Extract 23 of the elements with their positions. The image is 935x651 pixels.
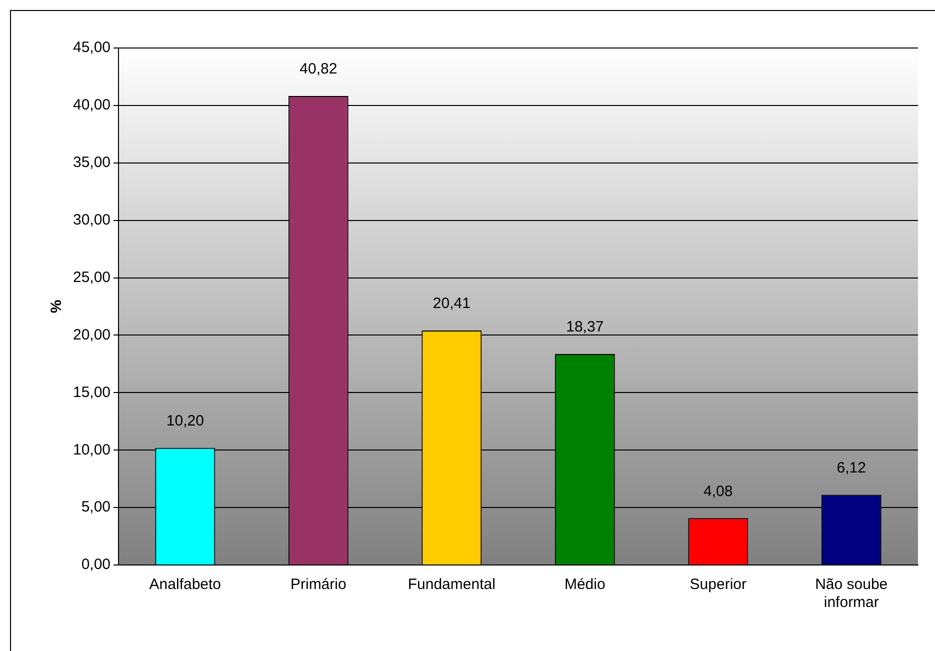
y-axis-title: % [48, 300, 66, 314]
y-tick-label: 20,00 [72, 326, 111, 344]
y-tick-label: 10,00 [72, 441, 111, 458]
x-tick-label: Fundamental [408, 576, 496, 594]
x-tick-label: Superior [690, 576, 746, 594]
y-tick-label: 15,00 [72, 384, 111, 401]
y-tick-label: 45,00 [72, 39, 111, 56]
x-tick-label: Médio [564, 576, 606, 594]
data-label: 18,37 [566, 318, 604, 336]
data-label: 20,41 [432, 295, 470, 312]
y-tick-label: 5,00 [81, 498, 111, 516]
data-label: 40,82 [300, 60, 338, 78]
data-label: 10,20 [166, 412, 204, 430]
x-tick-label: Não soube informar [815, 576, 888, 612]
y-tick-label: 25,00 [72, 268, 111, 286]
data-label: 6,12 [836, 459, 866, 476]
x-tick-label: Primário [290, 576, 346, 594]
y-tick-label: 0,00 [81, 556, 111, 574]
x-tick-label: Analfabeto [149, 576, 222, 594]
data-label: 4,08 [704, 482, 733, 500]
y-tick-label: 30,00 [72, 211, 111, 228]
y-tick-label: 40,00 [72, 96, 111, 114]
y-tick-label: 35,00 [72, 154, 111, 172]
